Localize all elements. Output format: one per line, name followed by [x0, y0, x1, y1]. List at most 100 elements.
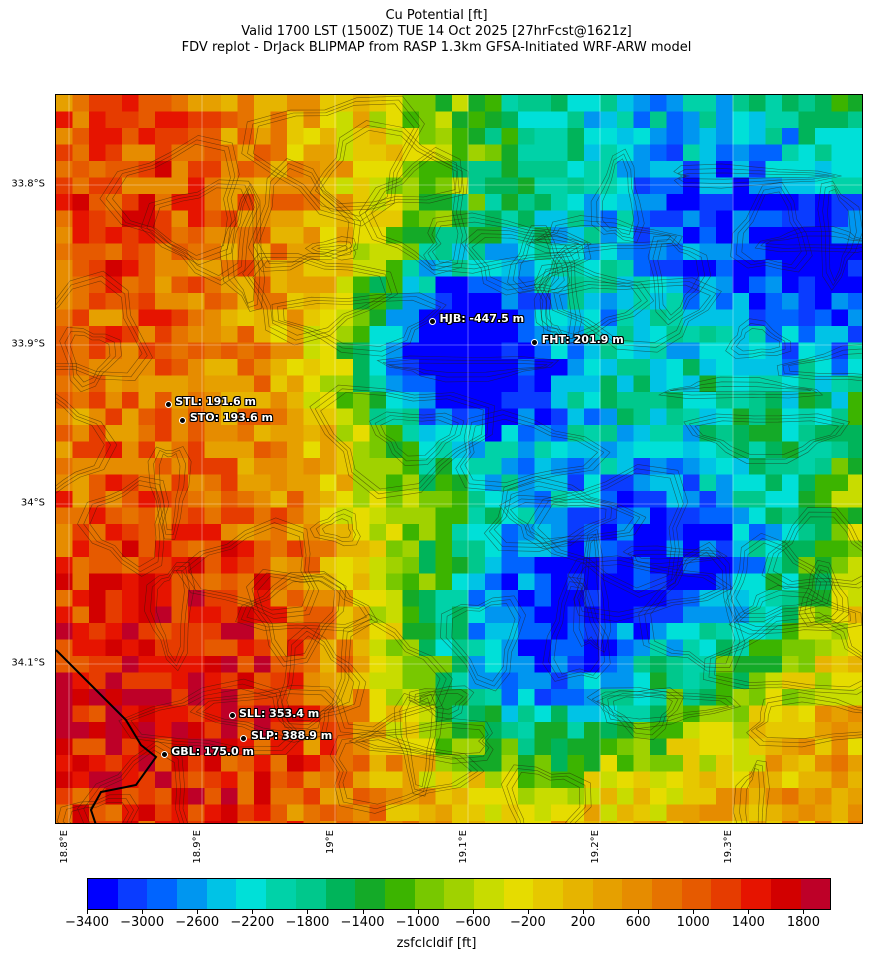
raster-cell — [353, 326, 371, 344]
raster-cell — [353, 804, 371, 822]
raster-cell — [617, 788, 635, 806]
raster-cell — [320, 326, 338, 344]
raster-cell — [171, 293, 189, 311]
raster-cell — [204, 458, 222, 476]
raster-cell — [155, 309, 173, 327]
raster-cell — [501, 507, 519, 525]
raster-cell — [303, 623, 321, 641]
raster-cell — [138, 491, 156, 509]
raster-cell — [765, 243, 783, 261]
raster-cell — [171, 821, 189, 823]
raster-cell — [567, 474, 585, 492]
raster-cell — [666, 210, 684, 228]
raster-cell — [534, 342, 552, 360]
station-dot-slp[interactable] — [240, 734, 248, 742]
raster-cell — [782, 788, 800, 806]
raster-cell — [567, 540, 585, 558]
raster-cell — [749, 689, 767, 707]
raster-cell — [138, 722, 156, 740]
raster-cell — [650, 177, 668, 195]
colorbar-segment — [147, 879, 178, 909]
raster-cell — [155, 771, 173, 789]
raster-cell — [237, 359, 255, 377]
raster-cell — [798, 821, 816, 823]
station-dot-hjb[interactable] — [429, 317, 437, 325]
raster-cell — [551, 639, 569, 657]
raster-cell — [138, 639, 156, 657]
map-area[interactable] — [55, 94, 863, 824]
raster-cell — [617, 771, 635, 789]
lat-label: 33.8°S — [11, 178, 45, 190]
raster-cell — [419, 623, 437, 641]
station-dot-sto[interactable] — [179, 416, 187, 424]
raster-cell — [617, 144, 635, 162]
raster-cell — [171, 128, 189, 146]
raster-cell — [89, 738, 107, 756]
raster-cell — [402, 95, 420, 113]
station-dot-fht[interactable] — [531, 338, 539, 346]
raster-cell — [650, 95, 668, 113]
raster-cell — [369, 540, 387, 558]
raster-cell — [831, 392, 849, 410]
raster-cell — [221, 788, 239, 806]
raster-cell — [254, 491, 272, 509]
raster-cell — [666, 788, 684, 806]
raster-cell — [138, 788, 156, 806]
raster-cell — [254, 425, 272, 443]
raster-cell — [452, 722, 470, 740]
raster-cell — [320, 672, 338, 690]
raster-cell — [782, 491, 800, 509]
raster-cell — [584, 656, 602, 674]
raster-cell — [782, 705, 800, 723]
colorbar-tick-label: −3000 — [120, 915, 165, 930]
raster-cell — [402, 276, 420, 294]
raster-cell — [386, 326, 404, 344]
raster-cell — [452, 540, 470, 558]
raster-cell — [848, 689, 862, 707]
raster-cell — [287, 359, 305, 377]
raster-cell — [171, 722, 189, 740]
raster-cell — [171, 672, 189, 690]
raster-cell — [518, 804, 536, 822]
raster-cell — [122, 524, 140, 542]
raster-cell — [171, 623, 189, 641]
raster-cell — [716, 738, 734, 756]
raster-cell — [237, 342, 255, 360]
raster-cell — [204, 161, 222, 179]
raster-cell — [534, 623, 552, 641]
raster-cell — [485, 557, 503, 575]
raster-cell — [518, 623, 536, 641]
raster-cell — [254, 276, 272, 294]
raster-cell — [683, 623, 701, 641]
raster-cell — [534, 95, 552, 113]
raster-cell — [749, 672, 767, 690]
raster-cell — [633, 705, 651, 723]
raster-cell — [336, 722, 354, 740]
raster-cell — [452, 524, 470, 542]
colorbar-tick — [197, 910, 199, 914]
raster-cell — [765, 95, 783, 113]
raster-cell — [336, 557, 354, 575]
raster-cell — [666, 458, 684, 476]
raster-cell — [204, 408, 222, 426]
raster-cell — [122, 95, 140, 113]
raster-cell — [122, 540, 140, 558]
raster-cell — [848, 474, 862, 492]
raster-cell — [171, 359, 189, 377]
station-dot-stl[interactable] — [164, 400, 172, 408]
raster-cell — [584, 392, 602, 410]
raster-cell — [336, 276, 354, 294]
raster-cell — [369, 441, 387, 459]
raster-cell — [56, 590, 74, 608]
raster-cell — [749, 804, 767, 822]
raster-cell — [386, 194, 404, 212]
raster-cell — [270, 408, 288, 426]
raster-cell — [617, 161, 635, 179]
raster-cell — [386, 821, 404, 823]
raster-cell — [303, 309, 321, 327]
raster-cell — [89, 821, 107, 823]
raster-cell — [105, 672, 123, 690]
station-dot-sll[interactable] — [228, 712, 236, 720]
station-dot-gbl[interactable] — [160, 750, 168, 758]
raster-cell — [683, 590, 701, 608]
